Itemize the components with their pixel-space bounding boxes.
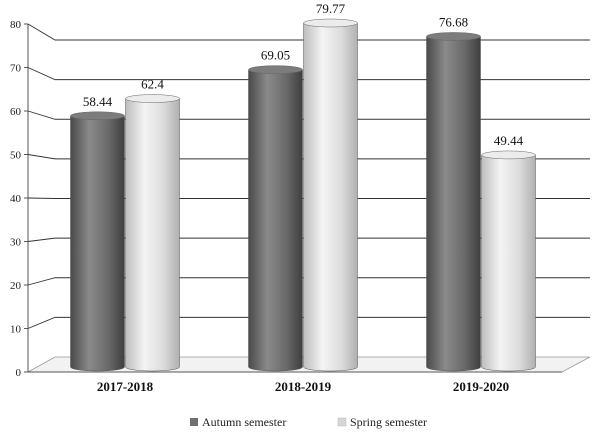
bar-body	[70, 115, 125, 372]
data-label: 49.44	[494, 133, 524, 148]
x-tick-label: 2019-2020	[453, 379, 509, 394]
bar-top	[303, 18, 358, 28]
bar-top	[125, 94, 180, 103]
y-tick-label: 70	[10, 63, 22, 75]
gridline	[27, 23, 590, 41]
data-label: 79.77	[316, 1, 346, 16]
bar-body	[248, 69, 303, 372]
y-tick-label: 60	[10, 106, 22, 118]
gridline	[27, 67, 590, 81]
gridline	[27, 316, 590, 329]
gridline	[27, 237, 590, 242]
y-tick-label: 80	[10, 19, 22, 31]
legend-swatch-spring	[337, 417, 347, 427]
legend-label-autumn: Autumn semester	[202, 415, 286, 429]
y-tick-label: 40	[10, 193, 22, 205]
bar-top	[70, 111, 125, 121]
bar-top	[426, 32, 481, 41]
data-label: 76.68	[439, 14, 468, 29]
data-label: 62.4	[141, 77, 164, 92]
bar	[70, 111, 125, 372]
bar-top	[248, 65, 303, 74]
bar	[303, 18, 358, 372]
gridline	[27, 277, 590, 286]
legend: Autumn semester Spring semester	[190, 415, 427, 429]
gridline	[27, 110, 590, 120]
x-tick-label: 2017-2018	[97, 379, 154, 394]
bar-body	[426, 36, 481, 372]
y-axis: 0 10 20 30 40 50 60 70 80	[10, 19, 28, 379]
y-tick-label: 0	[16, 367, 22, 379]
legend-swatch-autumn	[190, 418, 198, 426]
gridlines	[27, 23, 590, 329]
y-tick-label: 20	[10, 280, 22, 292]
bars: 58.44 62.4 69.05 79.77 76.68 49.44	[70, 1, 536, 372]
y-tick-label: 30	[10, 237, 22, 249]
x-axis: 2017-2018 2018-2019 2019-2020	[28, 371, 562, 394]
data-label: 58.44	[83, 94, 113, 109]
bar-body	[481, 154, 536, 372]
y-tick-label: 10	[10, 324, 22, 336]
bar-body	[303, 22, 358, 372]
gridline	[27, 154, 590, 160]
data-label: 69.05	[261, 48, 290, 63]
x-tick-label: 2018-2019	[275, 379, 332, 394]
bar	[481, 150, 536, 372]
bar	[248, 65, 303, 372]
gridline	[27, 197, 590, 199]
bar-body	[125, 98, 180, 372]
bar	[426, 32, 481, 372]
bar-top	[481, 150, 536, 160]
bar	[125, 94, 180, 372]
legend-label-spring: Spring semester	[350, 415, 427, 429]
y-tick-label: 50	[10, 150, 22, 162]
